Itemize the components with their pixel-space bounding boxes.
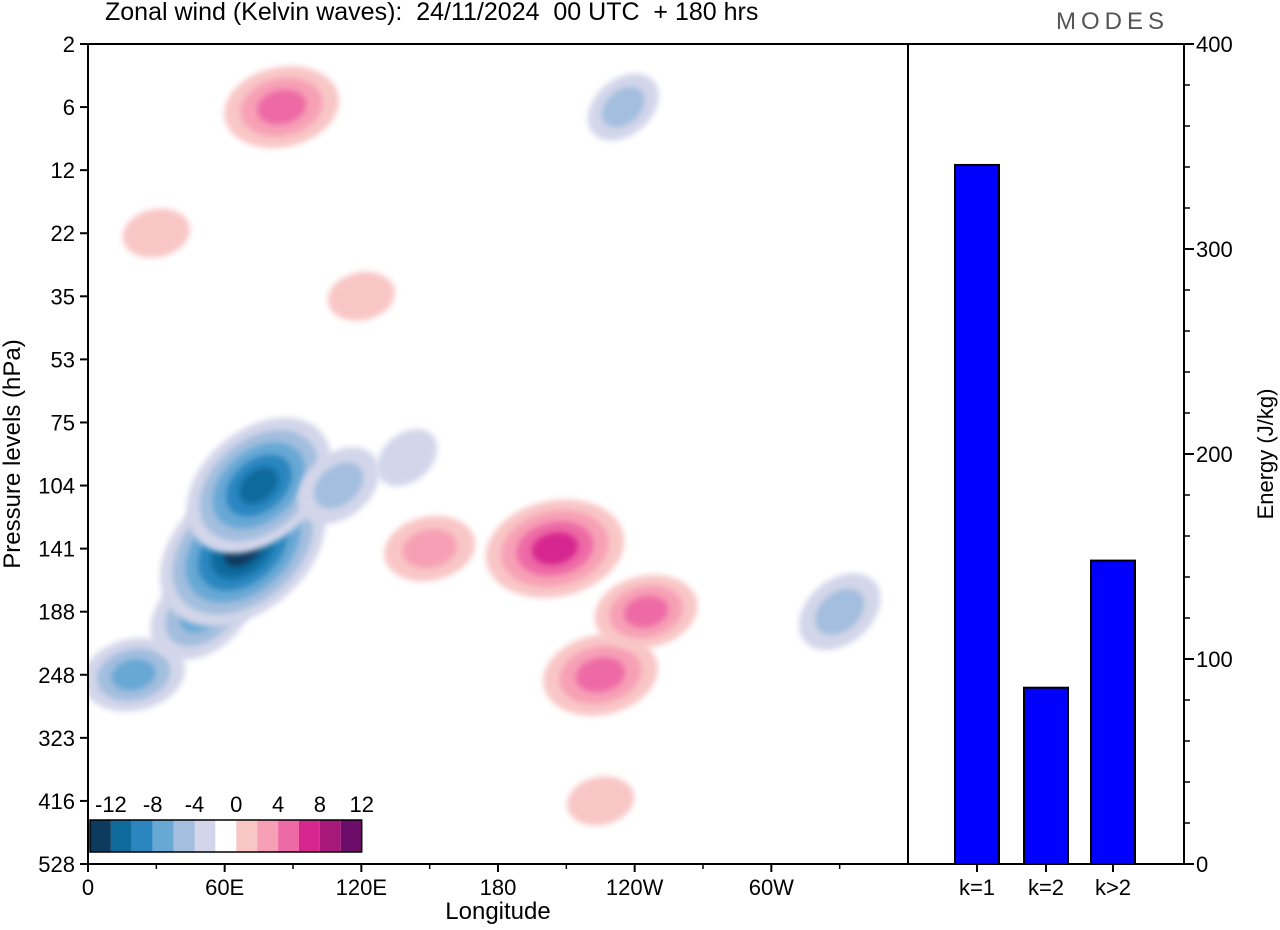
energy-tick-label: 200 <box>1196 442 1233 467</box>
contour-level-15-1 <box>601 86 645 128</box>
hovmoller-plot-area <box>88 44 908 864</box>
contour-level-11-1 <box>815 588 865 635</box>
wind-contours <box>88 66 881 826</box>
contour-level-3-4 <box>239 467 279 505</box>
energy-bar <box>1023 686 1069 866</box>
colorbar-swatch <box>215 820 237 852</box>
colorbar-swatch <box>194 820 216 852</box>
brand-logo: MODES <box>1056 8 1170 35</box>
contour-level-13-0 <box>122 208 190 258</box>
contour-level-9-2 <box>624 595 669 628</box>
pressure-tick-label: 35 <box>51 284 75 309</box>
longitude-tick-label: 180 <box>480 875 517 900</box>
colorbar-swatch <box>236 820 258 852</box>
energy-tick-label: 400 <box>1196 32 1233 57</box>
pressure-tick-label: 104 <box>38 474 75 499</box>
y-axis-label: Pressure levels (hPa) <box>0 339 26 569</box>
longitude-tick-label: 60W <box>749 875 794 900</box>
colorbar-swatch <box>299 820 320 852</box>
contour-level-6-1 <box>402 528 457 569</box>
pressure-tick-label: 12 <box>51 158 75 183</box>
colorbar-swatch <box>340 820 362 852</box>
energy-tick-label: 100 <box>1196 647 1233 672</box>
colorbar-swatch <box>319 820 341 852</box>
energy-bar-label: k>2 <box>1095 875 1131 900</box>
longitude-tick-label: 60E <box>205 875 244 900</box>
colorbar-swatch <box>173 820 195 852</box>
chart-title: Zonal wind (Kelvin waves): 24/11/2024 00… <box>105 0 759 26</box>
pressure-tick-label: 528 <box>38 852 75 877</box>
colorbar-swatch <box>131 820 153 852</box>
pressure-tick-label: 416 <box>38 789 75 814</box>
colorbar-swatch <box>257 820 279 852</box>
colorbar-tick-label: 12 <box>349 792 373 817</box>
contour-level-10-0 <box>566 776 635 826</box>
colorbar-tick-label: 4 <box>272 792 284 817</box>
colorbar-tick-label: 8 <box>314 792 326 817</box>
colorbar-tick-label: -12 <box>95 792 127 817</box>
energy-tick-label: 300 <box>1196 237 1233 262</box>
pressure-tick-label: 6 <box>63 95 75 120</box>
energy-axis-label: Energy (J/kg) <box>1253 388 1278 520</box>
contour-level-8-2 <box>575 657 626 693</box>
pressure-tick-label: 248 <box>38 663 75 688</box>
colorbar-frame <box>89 819 363 853</box>
contour-level-7-3 <box>531 532 579 566</box>
pressure-tick-label: 22 <box>51 221 75 246</box>
longitude-tick-label: 120E <box>336 875 387 900</box>
longitude-tick-label: 0 <box>82 875 94 900</box>
pressure-tick-label: 75 <box>51 410 75 435</box>
energy-bars: k=1 k=2 k>2 <box>954 163 1136 900</box>
contour-level-5-0 <box>376 429 438 487</box>
longitude-tick-label: 120W <box>606 875 664 900</box>
pressure-tick-label: 2 <box>63 32 75 57</box>
longitude-axis: 0 60E 120E 180 120W 60W <box>82 864 841 900</box>
colorbar-swatch <box>278 820 299 852</box>
contour-level-12-2 <box>257 89 307 125</box>
pressure-tick-label: 141 <box>38 537 75 562</box>
energy-bar <box>1090 559 1136 865</box>
colorbar-tick-label: 0 <box>230 792 242 817</box>
contour-level-4-1 <box>314 462 364 509</box>
x-axis-label: Longitude <box>445 898 551 925</box>
colorbar-swatch <box>90 820 111 852</box>
colorbar-swatch <box>152 820 174 852</box>
colorbar-tick-label: -8 <box>143 792 163 817</box>
colorbar: -12 -8 -4 0 4 8 12 <box>89 792 374 853</box>
colorbar-swatch <box>110 820 132 852</box>
pressure-tick-label: 188 <box>38 600 75 625</box>
contour-level-14-0 <box>327 271 395 321</box>
colorbar-tick-label: -4 <box>185 792 205 817</box>
energy-tick-label: 0 <box>1196 852 1208 877</box>
pressure-tick-label: 323 <box>38 726 75 751</box>
energy-bar <box>954 163 1000 865</box>
energy-axis: 0 100 200 300 400 <box>1184 32 1233 877</box>
energy-bar-label: k=1 <box>959 875 995 900</box>
pressure-tick-label: 53 <box>51 347 75 372</box>
contour-level-0-2 <box>111 658 156 691</box>
pressure-axis: 2 6 12 22 35 53 75 104 141 188 248 323 416 528 <box>38 32 88 877</box>
energy-bar-label: k=2 <box>1028 875 1064 900</box>
